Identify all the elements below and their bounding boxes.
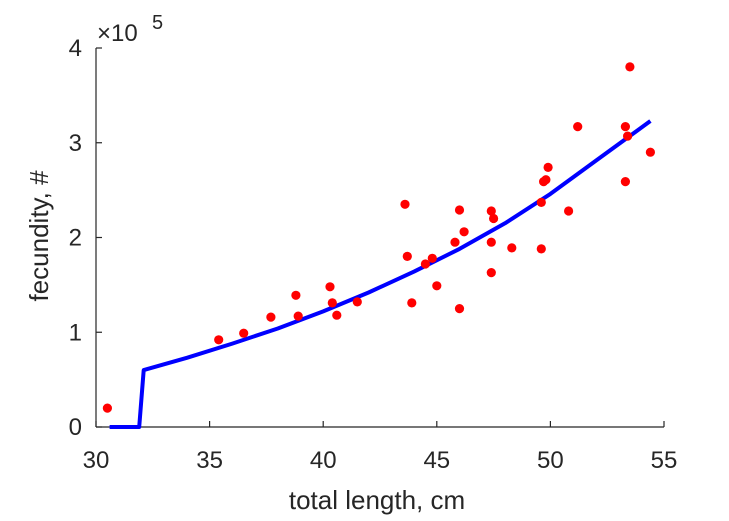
- data-point: [486, 237, 496, 247]
- data-point: [239, 328, 249, 338]
- data-point: [489, 213, 499, 224]
- fit-curve: [109, 119, 652, 429]
- data-point: [402, 251, 412, 261]
- data-point: [352, 297, 362, 307]
- data-point: [407, 298, 417, 308]
- data-point: [625, 62, 635, 72]
- y-tick-label: 4: [69, 35, 82, 62]
- data-point: [454, 304, 465, 314]
- data-point: [645, 147, 656, 157]
- data-point: [432, 281, 442, 291]
- y-axis-ticks: 0 1 2 3 4: [69, 35, 102, 441]
- data-point: [573, 122, 583, 132]
- plot-area: [95, 48, 664, 428]
- data-point: [454, 205, 465, 215]
- data-point: [541, 175, 551, 185]
- data-point: [420, 259, 430, 269]
- data-point: [507, 243, 517, 253]
- data-point: [102, 403, 112, 413]
- y-exponent-power: 5: [152, 12, 163, 34]
- data-point: [266, 312, 276, 322]
- data-point: [332, 310, 342, 320]
- data-point: [564, 206, 574, 216]
- data-point: [293, 311, 303, 321]
- data-point: [486, 206, 496, 216]
- data-point: [427, 253, 437, 263]
- y-tick-label: 1: [69, 319, 82, 346]
- data-point: [459, 227, 469, 237]
- data-point: [214, 335, 224, 345]
- x-tick-label: 50: [537, 447, 564, 474]
- x-tick-label: 35: [196, 447, 223, 474]
- y-exponent-base: ×10: [97, 20, 138, 47]
- data-point: [486, 268, 496, 278]
- data-point: [327, 298, 337, 308]
- x-tick-label: 30: [83, 447, 110, 474]
- data-point: [620, 122, 631, 132]
- data-point: [325, 282, 335, 292]
- data-point: [536, 197, 546, 207]
- y-axis-label: fecundity, #: [24, 170, 54, 302]
- data-point: [291, 290, 301, 300]
- y-tick-label: 2: [69, 225, 82, 252]
- data-point: [623, 131, 633, 141]
- data-point: [536, 244, 546, 254]
- x-tick-label: 55: [651, 447, 678, 474]
- y-tick-label: 3: [69, 130, 82, 157]
- data-point: [543, 162, 553, 172]
- data-point: [450, 237, 460, 247]
- data-point: [400, 199, 410, 209]
- data-point: [620, 177, 631, 187]
- series-layer: [102, 62, 656, 429]
- y-tick-label: 0: [69, 414, 82, 441]
- x-tick-label: 45: [423, 447, 450, 474]
- x-axis-label: total length, cm: [289, 485, 465, 515]
- x-axis-ticks: 30 35 40 45 50 55: [83, 421, 678, 474]
- x-tick-label: 40: [310, 447, 337, 474]
